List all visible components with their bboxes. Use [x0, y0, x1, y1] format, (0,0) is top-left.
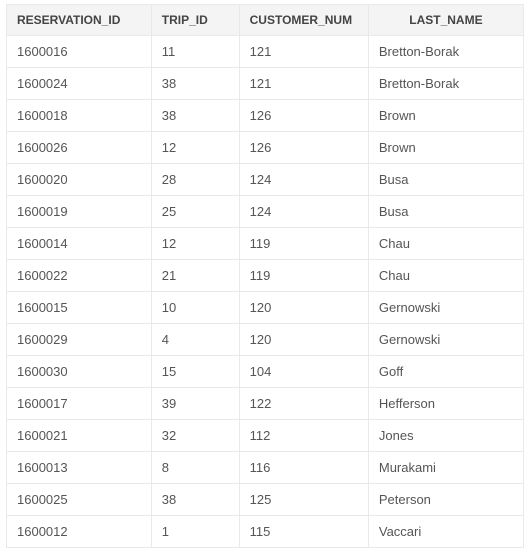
cell-last_name: Gernowski: [368, 324, 523, 356]
cell-customer_num: 120: [239, 292, 368, 324]
table-row: 160002612126Brown: [7, 132, 524, 164]
cell-reservation_id: 1600019: [7, 196, 152, 228]
cell-reservation_id: 1600029: [7, 324, 152, 356]
cell-reservation_id: 1600022: [7, 260, 152, 292]
cell-trip_id: 12: [151, 132, 239, 164]
table-row: 160001838126Brown: [7, 100, 524, 132]
table-row: 160002438121Bretton-Borak: [7, 68, 524, 100]
cell-last_name: Bretton-Borak: [368, 36, 523, 68]
cell-trip_id: 11: [151, 36, 239, 68]
cell-customer_num: 104: [239, 356, 368, 388]
table-row: 160001739122Hefferson: [7, 388, 524, 420]
cell-customer_num: 119: [239, 260, 368, 292]
cell-reservation_id: 1600016: [7, 36, 152, 68]
table-row: 160001925124Busa: [7, 196, 524, 228]
cell-trip_id: 39: [151, 388, 239, 420]
cell-reservation_id: 1600015: [7, 292, 152, 324]
cell-last_name: Brown: [368, 132, 523, 164]
table-row: 160002538125Peterson: [7, 484, 524, 516]
cell-customer_num: 116: [239, 452, 368, 484]
cell-reservation_id: 1600030: [7, 356, 152, 388]
cell-customer_num: 126: [239, 100, 368, 132]
table-row: 16000121115Vaccari: [7, 516, 524, 548]
cell-last_name: Bretton-Borak: [368, 68, 523, 100]
table-row: 16000294120Gernowski: [7, 324, 524, 356]
cell-last_name: Murakami: [368, 452, 523, 484]
data-table: RESERVATION_ID TRIP_ID CUSTOMER_NUM LAST…: [6, 4, 524, 548]
table-body: 160001611121Bretton-Borak160002438121Bre…: [7, 36, 524, 548]
cell-last_name: Goff: [368, 356, 523, 388]
col-header-customer-num: CUSTOMER_NUM: [239, 5, 368, 36]
cell-reservation_id: 1600013: [7, 452, 152, 484]
cell-trip_id: 10: [151, 292, 239, 324]
cell-trip_id: 38: [151, 484, 239, 516]
data-table-container: RESERVATION_ID TRIP_ID CUSTOMER_NUM LAST…: [0, 0, 530, 554]
cell-last_name: Peterson: [368, 484, 523, 516]
cell-customer_num: 121: [239, 36, 368, 68]
cell-reservation_id: 1600018: [7, 100, 152, 132]
cell-reservation_id: 1600026: [7, 132, 152, 164]
cell-last_name: Chau: [368, 228, 523, 260]
cell-reservation_id: 1600017: [7, 388, 152, 420]
col-header-trip-id: TRIP_ID: [151, 5, 239, 36]
cell-trip_id: 38: [151, 100, 239, 132]
cell-last_name: Jones: [368, 420, 523, 452]
cell-trip_id: 12: [151, 228, 239, 260]
cell-customer_num: 126: [239, 132, 368, 164]
cell-last_name: Busa: [368, 164, 523, 196]
col-header-last-name: LAST_NAME: [368, 5, 523, 36]
cell-customer_num: 112: [239, 420, 368, 452]
cell-trip_id: 21: [151, 260, 239, 292]
cell-last_name: Gernowski: [368, 292, 523, 324]
cell-trip_id: 4: [151, 324, 239, 356]
table-row: 160001412119Chau: [7, 228, 524, 260]
cell-trip_id: 28: [151, 164, 239, 196]
cell-customer_num: 120: [239, 324, 368, 356]
cell-reservation_id: 1600021: [7, 420, 152, 452]
cell-last_name: Hefferson: [368, 388, 523, 420]
cell-trip_id: 1: [151, 516, 239, 548]
cell-reservation_id: 1600024: [7, 68, 152, 100]
table-row: 160001611121Bretton-Borak: [7, 36, 524, 68]
table-header-row: RESERVATION_ID TRIP_ID CUSTOMER_NUM LAST…: [7, 5, 524, 36]
cell-trip_id: 8: [151, 452, 239, 484]
cell-reservation_id: 1600020: [7, 164, 152, 196]
table-row: 160001510120Gernowski: [7, 292, 524, 324]
cell-reservation_id: 1600014: [7, 228, 152, 260]
cell-customer_num: 115: [239, 516, 368, 548]
table-row: 160003015104Goff: [7, 356, 524, 388]
cell-customer_num: 124: [239, 164, 368, 196]
cell-last_name: Chau: [368, 260, 523, 292]
cell-reservation_id: 1600012: [7, 516, 152, 548]
cell-reservation_id: 1600025: [7, 484, 152, 516]
cell-trip_id: 32: [151, 420, 239, 452]
cell-last_name: Busa: [368, 196, 523, 228]
cell-trip_id: 15: [151, 356, 239, 388]
cell-customer_num: 121: [239, 68, 368, 100]
cell-trip_id: 38: [151, 68, 239, 100]
table-row: 160002132112Jones: [7, 420, 524, 452]
cell-customer_num: 124: [239, 196, 368, 228]
col-header-reservation-id: RESERVATION_ID: [7, 5, 152, 36]
cell-last_name: Vaccari: [368, 516, 523, 548]
table-row: 16000138116Murakami: [7, 452, 524, 484]
cell-last_name: Brown: [368, 100, 523, 132]
table-row: 160002028124Busa: [7, 164, 524, 196]
cell-trip_id: 25: [151, 196, 239, 228]
cell-customer_num: 119: [239, 228, 368, 260]
table-row: 160002221119Chau: [7, 260, 524, 292]
cell-customer_num: 122: [239, 388, 368, 420]
cell-customer_num: 125: [239, 484, 368, 516]
